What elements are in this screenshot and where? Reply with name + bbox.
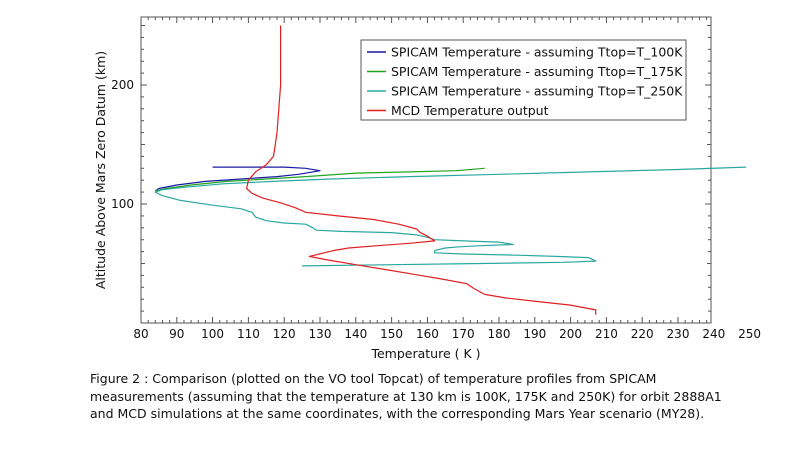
legend-box (360, 39, 687, 121)
x-tick-label: 170 (452, 327, 475, 341)
legend-entries: SPICAM Temperature - assuming Ttop=T_100… (367, 45, 683, 118)
x-tick-label: 240 (702, 327, 725, 341)
x-tick-label: 190 (523, 327, 546, 341)
legend-label: MCD Temperature output (391, 103, 549, 118)
x-tick-label: 90 (169, 327, 184, 341)
y-tick-label: 100 (111, 197, 134, 211)
caption-text: Figure 2 : Comparison (plotted on the VO… (90, 371, 722, 421)
y-axis-label: Altitude Above Mars Zero Datum (km) (93, 51, 108, 289)
temperature-profile-chart: 80 90 100 110 120 130 140 150 160 170 180 190 200 210… (93, 16, 761, 360)
x-tick-label: 150 (380, 327, 403, 341)
y-tick-label: 200 (111, 78, 134, 92)
figure-caption: Figure 2 : Comparison (plotted on the VO… (90, 370, 730, 423)
x-tick-label: 80 (133, 327, 148, 341)
x-axis-label: Temperature ( K ) (370, 346, 480, 360)
x-tick-label: 230 (667, 327, 690, 341)
x-tick-label: 220 (631, 327, 654, 341)
series-line-2 (155, 167, 485, 192)
series-line-1 (154, 166, 321, 192)
x-tick-label: 120 (273, 327, 296, 341)
legend-label: SPICAM Temperature - assuming Ttop=T_100… (391, 45, 683, 60)
x-tick-label: 140 (344, 327, 367, 341)
legend: SPICAM Temperature - assuming Ttop=T_100… (360, 39, 687, 121)
x-tick-label: 200 (559, 327, 582, 341)
legend-label: SPICAM Temperature - assuming Ttop=T_250… (391, 84, 683, 99)
x-tick-label: 250 (738, 327, 761, 341)
x-tick-label: 110 (237, 327, 260, 341)
x-tick-label: 160 (416, 327, 439, 341)
y-axis-ticks: 100 200 (111, 25, 711, 312)
series-line-4 (246, 25, 597, 315)
x-tick-label: 180 (488, 327, 511, 341)
x-tick-label: 210 (595, 327, 618, 341)
x-tick-label: 100 (201, 327, 224, 341)
x-tick-label: 130 (309, 327, 332, 341)
x-axis-ticks: 80 90 100 110 120 130 140 150 160 170 180 190 200 210… (133, 17, 761, 341)
legend-label: SPICAM Temperature - assuming Ttop=T_175… (391, 64, 683, 79)
series-line-3 (154, 166, 747, 267)
series-lines (154, 25, 747, 315)
